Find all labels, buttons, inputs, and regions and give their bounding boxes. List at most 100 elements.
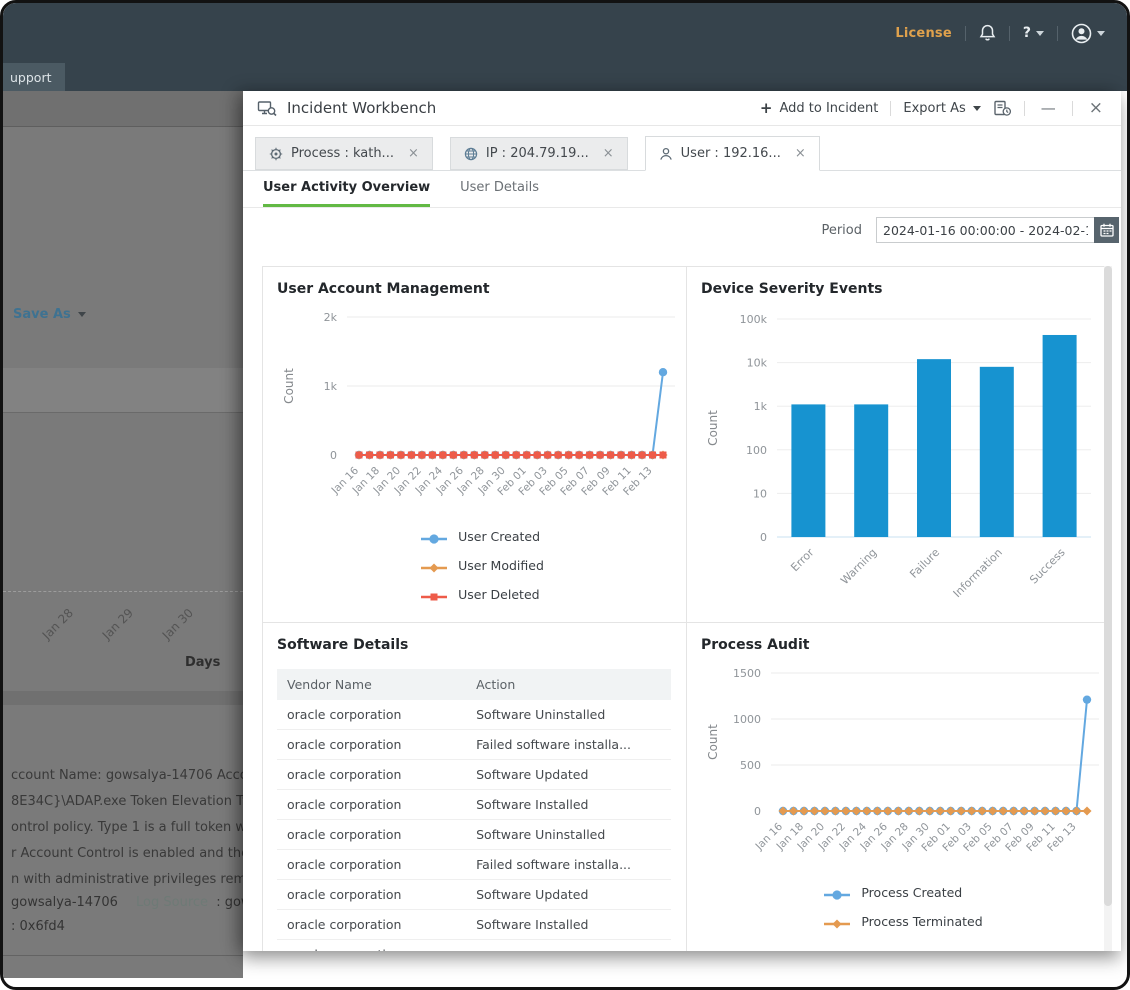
legend-label: User Modified [458, 557, 544, 573]
background-toolbar-band [3, 91, 243, 127]
navbar-right-group: License ? [895, 3, 1105, 63]
table-cell: oracle corporation [277, 849, 467, 880]
legend-label: Process Created [861, 884, 963, 900]
table-row: oracle corporation Failed software instal… [277, 729, 671, 760]
panel-software-details: Software Details Vendor Name Action oracle… [263, 623, 687, 951]
scrollbar-thumb[interactable] [1104, 266, 1112, 906]
divider [1008, 25, 1010, 41]
legend-item: User Deleted [419, 585, 544, 603]
data-table: Vendor Name Action oracle corporation Softw… [277, 669, 671, 951]
license-link[interactable]: License [895, 25, 952, 41]
table-cell: Software Updated [466, 759, 671, 790]
export-as-label: Export As [903, 100, 966, 116]
table-cell: Software Installed [466, 789, 671, 820]
incident-workbench-panel: Incident Workbench + Add to Incident Exp… [243, 91, 1121, 951]
svg-text:10: 10 [753, 487, 767, 500]
top-navbar: License ? [3, 3, 1127, 63]
axis-tick: Jan 28 [39, 605, 77, 643]
table-row: oracle corporation Software Updated [277, 879, 671, 910]
divider [1023, 100, 1025, 116]
background-log-meta: gowsalya-14706 Log Source : gowsalya [11, 895, 243, 910]
plus-icon: + [759, 99, 773, 117]
table-cell: oracle corporation [277, 879, 467, 910]
panel-title: Incident Workbench [287, 99, 437, 117]
divider [1071, 100, 1073, 116]
table-row: oracle corporation Software Updated [277, 759, 671, 790]
log-source-value: : gowsalya [216, 895, 243, 910]
save-as-button[interactable]: Save As [13, 307, 86, 322]
table-cell: Software Installed [466, 909, 671, 940]
table-cell: oracle corporation [277, 759, 467, 790]
tab-ip[interactable]: IP : 204.79.19... × [449, 137, 628, 170]
globe-icon [464, 147, 478, 160]
user-avatar-icon [1071, 23, 1092, 43]
table-cell: oracle corporation [277, 729, 467, 760]
table-cell: oracle corporation [277, 939, 467, 951]
process-icon [269, 147, 283, 160]
close-tab-icon[interactable]: × [794, 146, 806, 161]
add-to-incident-button[interactable]: + Add to Incident [760, 99, 878, 117]
svg-text:0: 0 [760, 531, 767, 544]
tab-label: Process : kath... [291, 146, 394, 161]
close-tab-icon[interactable]: × [602, 146, 614, 161]
detail-line: ccount Name: gowsalya-14706 Account D [11, 768, 243, 783]
subtab-user-activity-overview[interactable]: User Activity Overview [263, 171, 431, 207]
svg-text:Success: Success [1027, 546, 1068, 587]
table-cell: oracle corporation [277, 789, 467, 820]
detail-line: 8E34C}\ADAP.exe Token Elevation Type: [11, 794, 243, 809]
tab-user[interactable]: User : 192.16... × [644, 136, 820, 171]
dimmed-background-page: Save As Jan 28 Jan 29 Jan 30 Days ccount… [3, 91, 243, 978]
detail-line: n with administrative privileges removed [11, 872, 243, 887]
legend-marker-icon [421, 563, 448, 573]
app-tabstrip: upport [3, 63, 1127, 91]
svg-text:500: 500 [740, 759, 761, 772]
legend-item: Process Terminated [822, 912, 983, 930]
calendar-button[interactable] [1094, 217, 1119, 243]
legend-marker-icon [824, 919, 851, 929]
background-detail-text: ccount Name: gowsalya-14706 Account D 8E… [11, 763, 243, 893]
chart-legend: User Created User Modified User Deleted [419, 527, 544, 603]
close-button[interactable]: × [1088, 98, 1103, 118]
tab-support[interactable]: upport [3, 63, 65, 91]
subtab-user-details[interactable]: User Details [460, 180, 539, 195]
table-row: oracle corporation Software Installed [277, 789, 671, 820]
help-label: ? [1022, 25, 1031, 41]
close-tab-icon[interactable]: × [407, 146, 419, 161]
svg-text:10k: 10k [747, 357, 768, 370]
table-cell: oracle corporation [277, 819, 467, 850]
scrollbar-track[interactable] [1104, 266, 1112, 951]
chevron-down-icon [972, 105, 981, 111]
table-cell: oracle corporation [277, 909, 467, 940]
notifications-button[interactable] [979, 24, 996, 42]
svg-text:1000: 1000 [733, 713, 761, 726]
entity-tabs: Process : kath... × IP : 204.79.19... × … [243, 126, 1121, 171]
report-history-icon [994, 100, 1011, 116]
chart-title: User Account Management [277, 281, 490, 297]
legend-marker-icon [421, 593, 448, 601]
tab-label: IP : 204.79.19... [485, 146, 589, 161]
axis-tick: Jan 30 [159, 605, 197, 643]
svg-text:Count: Count [706, 410, 720, 446]
table-cell [466, 939, 671, 951]
minimize-button[interactable]: — [1040, 99, 1056, 117]
tab-process[interactable]: Process : kath... × [255, 137, 433, 170]
svg-text:1500: 1500 [733, 667, 761, 680]
export-as-button[interactable]: Export As [903, 100, 981, 116]
legend-label: Days [185, 655, 221, 670]
help-menu-button[interactable]: ? [1023, 25, 1044, 41]
background-divider [3, 955, 243, 956]
report-history-button[interactable] [993, 100, 1012, 117]
table-row: oracle corporation Failed software instal… [277, 849, 671, 880]
divider [890, 100, 892, 116]
svg-text:Error: Error [788, 546, 816, 574]
workbench-header: Incident Workbench + Add to Incident Exp… [243, 91, 1121, 126]
svg-text:100k: 100k [740, 313, 768, 326]
account-menu-button[interactable] [1071, 23, 1105, 44]
period-range-input[interactable] [876, 217, 1094, 243]
user-icon [659, 147, 672, 160]
background-band [3, 368, 243, 413]
divider [1057, 25, 1058, 41]
svg-text:0: 0 [330, 449, 337, 462]
host-name: gowsalya-14706 [11, 895, 118, 910]
